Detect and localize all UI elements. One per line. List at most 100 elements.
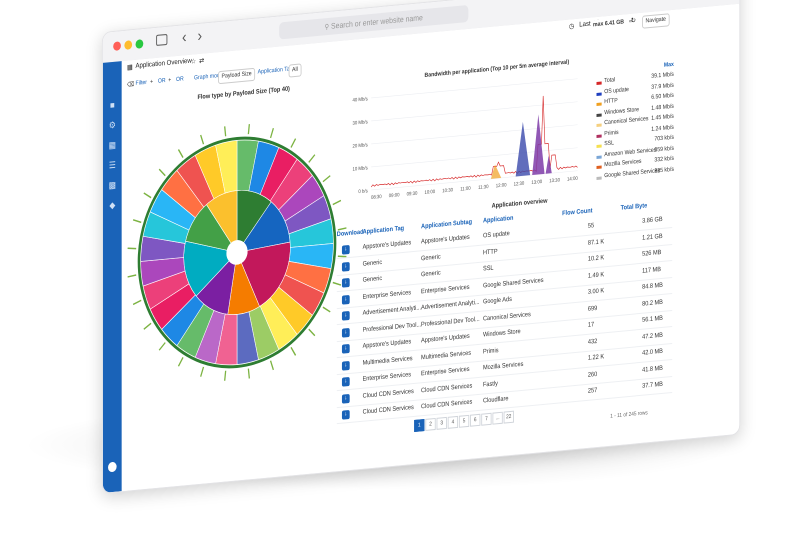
user-avatar[interactable] [108,461,117,473]
legend-swatch [596,155,602,159]
address-placeholder: Search or enter website name [331,13,423,31]
legend-swatch [596,165,602,169]
table-cell: Cloudflare [482,395,509,405]
download-icon[interactable]: ↓ [341,409,350,420]
page-button[interactable]: 4 [447,415,459,429]
new-tab-icon[interactable]: + [696,0,705,2]
close-window-button[interactable] [113,41,121,51]
column-header[interactable]: Application [482,214,514,225]
column-header[interactable]: Download [336,228,364,239]
application-tag-select[interactable]: All [288,63,302,78]
table-cell: Google Ads [482,295,512,306]
clock-icon: ◷ [568,23,575,31]
trash-icon[interactable]: ⌫ [126,82,135,89]
table-cell: 56.1 MB [642,314,663,324]
page-button[interactable]: 3 [436,416,447,430]
download-icon[interactable]: ↓ [341,360,350,371]
table-cell: 526 MB [642,248,662,258]
sunburst-label-tick [247,368,250,379]
add-or-icon[interactable]: + [168,77,172,84]
download-icon[interactable]: ↓ [341,393,350,404]
sunburst-label-tick [337,227,347,231]
settings-icon[interactable]: ⚙ [108,119,116,131]
grid-line [371,78,578,99]
filter-label[interactable]: Filter [135,79,148,87]
table-cell: Primis [482,346,499,356]
series-http-area[interactable] [490,164,502,179]
table-cell: 17 [587,321,595,329]
share-icon[interactable]: ⇄ [199,57,205,65]
table-cell: 3.86 GB [642,215,663,225]
dashboard-icon[interactable]: ■ [109,99,115,111]
legend-max-header[interactable]: Max [663,61,674,69]
table-cell: Professional Dev Tool... [421,315,480,328]
series-os-update-spike[interactable] [515,121,531,177]
download-icon[interactable]: ↓ [341,294,350,305]
table-cell: 1.49 K [587,270,605,280]
table-cell: Generic [362,258,383,268]
page-button[interactable]: 22 [503,410,514,424]
legend-swatch [596,81,602,85]
list-icon[interactable]: ☰ [108,159,116,171]
back-icon[interactable]: ‹ [181,29,187,47]
page-button[interactable]: 6 [470,413,481,427]
or-label-2[interactable]: OR [175,76,184,84]
download-icon[interactable]: ↓ [341,261,350,272]
table-cell: Advertisement Analyti... [421,298,480,312]
sunburst-label-tick [269,128,274,139]
download-icon[interactable]: ↓ [341,244,350,255]
sunburst-label-tick [132,299,142,306]
app-sidebar: ■ ⚙ ▦ ☰ ▩ ◆ [102,61,122,493]
column-header[interactable]: Application Subtag [421,218,473,231]
forward-icon[interactable]: › [197,27,203,46]
sunburst-label-tick [200,134,205,145]
page-button[interactable]: 1 [414,419,425,432]
favorite-icon[interactable]: ☆ [190,58,196,66]
minimize-window-button[interactable] [124,40,133,50]
grid-line [371,147,578,168]
payload-size-select[interactable]: Payload Size [218,67,256,85]
or-label-1[interactable]: OR [157,78,166,85]
grid-icon[interactable]: ▦ [108,139,116,151]
column-header[interactable]: Application Tag [362,224,405,236]
zoom-window-button[interactable] [135,39,144,49]
table-cell: Enterprise Services [362,288,412,301]
x-tick-label: 12:30 [514,180,525,186]
page-button[interactable]: ... [492,411,503,425]
series-os-update-area[interactable] [532,113,552,175]
download-icon[interactable]: ↓ [341,343,350,354]
legend-swatch [596,144,602,148]
column-header[interactable]: Flow Count [562,207,593,218]
legend-series-max: 703 kb/s [654,134,674,143]
sunburst-label-tick [224,370,227,381]
sunburst-label-tick [143,192,152,199]
download-icon[interactable]: ↓ [341,277,350,288]
page-button[interactable]: 2 [425,417,436,431]
sidebar-toggle-icon[interactable] [156,33,168,46]
legend-swatch [596,102,602,106]
sunburst-outer-segment[interactable] [215,140,238,194]
report-icon[interactable]: ▩ [108,179,116,191]
sunburst-chart[interactable] [125,92,349,413]
grid-menu-icon[interactable]: ▦ [126,64,133,72]
table-cell: 260 [587,370,598,379]
navigate-button[interactable]: Navigate [642,13,670,29]
download-icon[interactable]: ↓ [341,376,350,387]
table-cell: Google Shared Services [482,276,544,290]
download-icon[interactable]: ↓ [341,327,350,338]
link-icon[interactable]: ∞ [629,18,633,25]
page-button[interactable]: 7 [481,412,492,426]
table-cell: Cloud CDN Services [362,387,414,400]
download-icon[interactable]: ↓ [341,310,350,321]
add-filter-icon[interactable]: + [150,79,154,86]
y-tick-label: 10 Mb/s [352,165,368,172]
series-total-line[interactable] [370,93,578,188]
table-cell: Appstore's Updates [421,233,470,246]
bandwidth-chart[interactable]: 40 Mb/s 30 Mb/s 20 Mb/s 10 Mb/s 0 b/s08:30 09… [337,70,586,213]
page-button[interactable]: 5 [458,414,470,428]
rows-info: 1 - 11 of 245 rows [610,410,648,420]
legend-series-max: 325 kb/s [654,166,674,175]
column-header[interactable]: Total Byte [620,202,648,212]
sunburst-label-tick [158,168,166,177]
shield-icon[interactable]: ◆ [109,199,116,211]
